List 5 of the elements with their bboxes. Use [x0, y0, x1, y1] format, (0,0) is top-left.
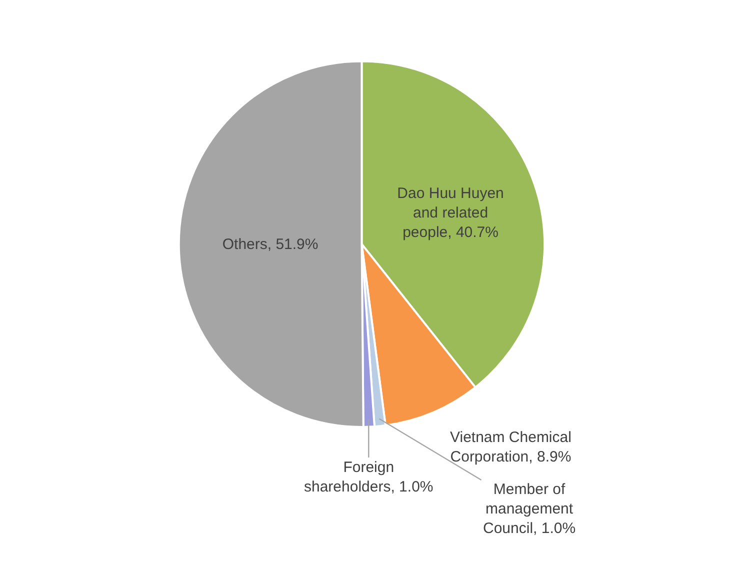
slice-label: Member of management Council, 1.0% — [483, 481, 576, 537]
slice-label: Vietnam Chemical Corporation, 8.9% — [450, 429, 572, 466]
slice-label: Dao Huu Huyen and related people, 40.7% — [397, 185, 504, 242]
slice-label: Foreign shareholders, 1.0% — [304, 459, 434, 496]
slice-label: Others, 51.9% — [222, 236, 318, 254]
